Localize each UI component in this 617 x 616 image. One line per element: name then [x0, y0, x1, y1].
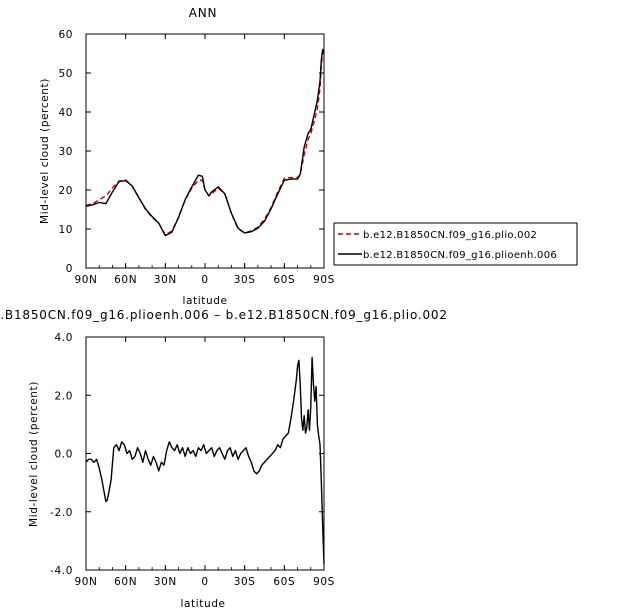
top-y-tick-label: 20: [58, 185, 73, 197]
top-x-tick-label: 60S: [273, 274, 295, 286]
top-y-tick-label: 50: [58, 68, 73, 80]
top-series-line-1: [85, 48, 325, 237]
top-y-tick-label: 40: [58, 107, 73, 119]
bottom-x-tick-label: 90N: [74, 576, 97, 588]
bottom-x-tick-label: 30S: [234, 576, 256, 588]
bottom-y-tick-label: 2.0: [55, 390, 74, 402]
top-y-tick-label: 0: [66, 263, 73, 275]
top-x-tick-label: 90N: [74, 274, 97, 286]
top-x-tick-label: 30N: [154, 274, 177, 286]
bottom-y-tick-label: 4.0: [55, 332, 74, 344]
top-x-tick-label: 0: [201, 274, 208, 286]
top-chart-title: ANN: [189, 6, 218, 20]
bottom-x-tick-label: 60S: [273, 576, 295, 588]
top-y-tick-label: 60: [58, 29, 73, 41]
bottom-series-line-0: [85, 356, 325, 565]
bottom-plot-frame: [85, 336, 325, 571]
bottom-y-axis-title: Mid-level cloud (percent): [28, 381, 40, 527]
bottom-chart-panel: b.e12.B1850CN.f09_g16.plioenh.006 – b.e1…: [0, 308, 448, 610]
top-series-line-0: [85, 49, 325, 236]
top-x-axis-title: latitude: [182, 295, 227, 307]
legend: b.e12.B1850CN.f09_g16.plio.002 b.e12.B18…: [333, 222, 578, 266]
legend-box: [333, 222, 578, 266]
top-x-tick-label: 30S: [234, 274, 256, 286]
top-y-axis-title: Mid-level cloud (percent): [39, 78, 51, 224]
bottom-x-tick-label: 90S: [313, 576, 335, 588]
bottom-x-tick-label: 30N: [154, 576, 177, 588]
bottom-chart-title: b.e12.B1850CN.f09_g16.plioenh.006 – b.e1…: [0, 308, 448, 322]
bottom-y-tick-label: -4.0: [50, 565, 73, 577]
top-plot-frame: [85, 33, 325, 269]
bottom-x-tick-label: 60N: [114, 576, 137, 588]
top-y-tick-label: 30: [58, 146, 73, 158]
bottom-y-tick-label: -2.0: [50, 507, 73, 519]
top-chart-panel: ANN 90N 60N 30N 0 30S 60S 90S 0 10 20 30 40 50 60 lat…: [39, 6, 335, 307]
bottom-x-axis-title: latitude: [180, 598, 225, 610]
top-x-tick-label: 60N: [114, 274, 137, 286]
bottom-x-tick-label: 0: [201, 576, 208, 588]
top-y-tick-label: 10: [58, 224, 73, 236]
bottom-y-tick-label: 0.0: [55, 449, 74, 461]
legend-label-plioenh: b.e12.B1850CN.f09_g16.plioenh.006: [363, 250, 557, 261]
legend-label-plio: b.e12.B1850CN.f09_g16.plio.002: [363, 230, 537, 241]
top-x-tick-label: 90S: [313, 274, 335, 286]
